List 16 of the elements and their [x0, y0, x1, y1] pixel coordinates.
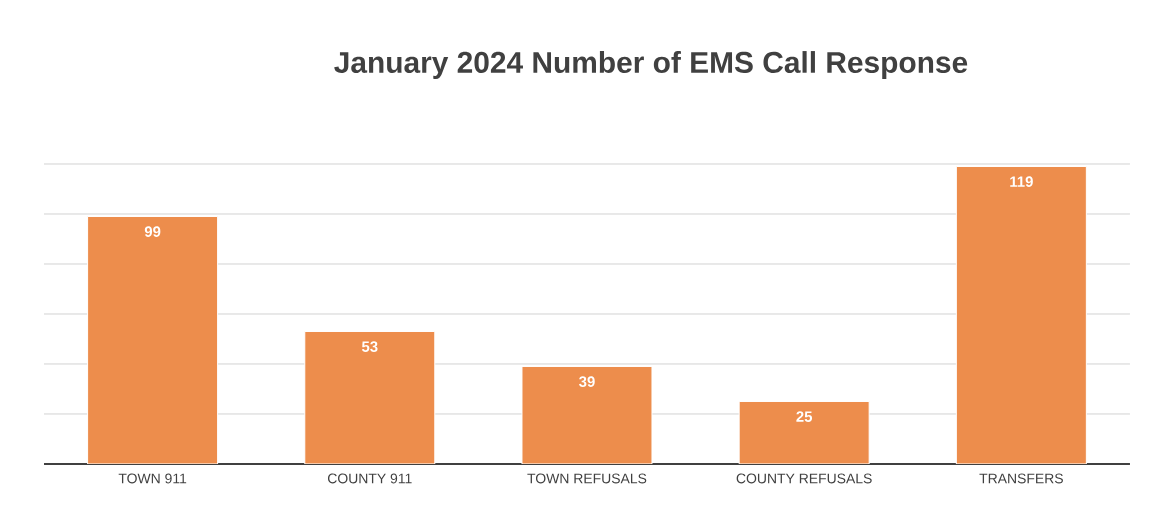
bar — [738, 400, 870, 464]
chart-title: January 2024 Number of EMS Call Response — [334, 51, 968, 79]
x-tick-label: COUNTY REFUSALS — [736, 473, 872, 484]
bar — [955, 165, 1087, 464]
data-label: 39 — [579, 376, 595, 387]
x-tick-label: TRANSFERS — [979, 473, 1063, 484]
data-label: 25 — [796, 411, 813, 422]
data-label: 53 — [361, 341, 378, 352]
x-tick-label: COUNTY 911 — [328, 473, 412, 484]
bar — [521, 365, 653, 464]
bar — [87, 215, 219, 464]
data-label: 99 — [144, 226, 161, 237]
x-tick-label: TOWN REFUSALS — [527, 473, 647, 484]
x-tick-label: TOWN 911 — [118, 473, 187, 484]
bar — [304, 330, 436, 464]
data-label: 119 — [1010, 176, 1033, 187]
